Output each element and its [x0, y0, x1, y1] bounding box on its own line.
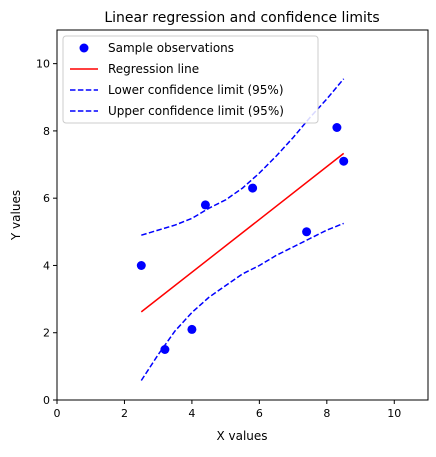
x-tick-label: 6 — [256, 407, 263, 420]
y-tick-label: 10 — [36, 58, 50, 71]
y-tick-label: 6 — [43, 192, 50, 205]
x-axis-label: X values — [216, 429, 267, 443]
legend-label: Regression line — [108, 62, 199, 76]
data-point — [332, 123, 342, 132]
data-point — [339, 156, 349, 166]
legend-label: Upper confidence limit (95%) — [108, 104, 284, 118]
data-point — [248, 183, 258, 193]
legend-label: Lower confidence limit (95%) — [108, 83, 284, 97]
plot-frame — [56, 29, 429, 401]
data-point — [160, 345, 170, 354]
y-axis-label: Y values — [9, 190, 23, 241]
x-tick-label: 2 — [121, 407, 128, 420]
legend-marker — [79, 43, 89, 53]
legend-entries: Sample observations Regression line Lower … — [70, 41, 284, 118]
y-tick-label: 4 — [43, 259, 50, 272]
x-axis: 0 2 4 6 8 10 — [54, 400, 401, 420]
x-tick-label: 0 — [54, 407, 61, 420]
x-tick-label: 4 — [188, 407, 195, 420]
legend-label: Sample observations — [108, 41, 234, 55]
data-point — [136, 261, 146, 270]
x-tick-label: 10 — [387, 407, 401, 420]
series-line — [140, 152, 345, 313]
y-tick-label: 0 — [43, 394, 50, 407]
chart-title: Linear regression and confidence limits — [104, 10, 379, 26]
y-tick-label: 8 — [43, 125, 50, 138]
data-point — [302, 227, 312, 237]
legend: Sample observations Regression line Lower … — [62, 35, 319, 124]
y-axis: 0 2 4 6 8 10 — [36, 58, 57, 407]
y-tick-label: 2 — [43, 327, 50, 340]
legend-box — [62, 35, 319, 124]
x-tick-label: 8 — [323, 407, 330, 420]
data-point — [200, 200, 210, 210]
data-layer — [136, 78, 349, 381]
series-line — [140, 222, 344, 381]
data-point — [187, 324, 197, 334]
